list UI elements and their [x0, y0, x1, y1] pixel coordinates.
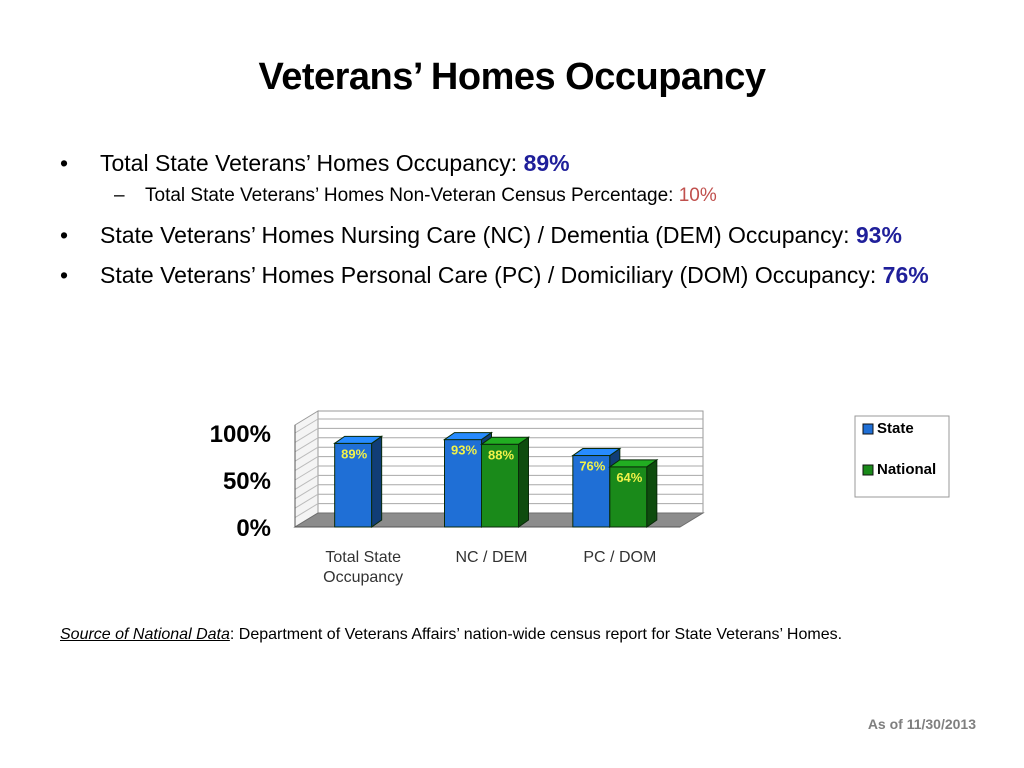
bar-top	[571, 448, 622, 457]
bar-national-3	[608, 458, 659, 528]
occupancy-chart: 100% 50% 0% 89% Total State Occupancy 93% 88% NC…	[180, 395, 960, 610]
sub-bullet-value: 10%	[678, 185, 717, 206]
bar-side	[646, 458, 658, 528]
bar-data-label: 89%	[341, 446, 367, 461]
x-tick-label: Total State	[325, 549, 401, 566]
x-tick-label: PC / DOM	[583, 549, 656, 566]
chart-gridline-side	[294, 484, 319, 500]
chart-gridline-side	[294, 446, 319, 462]
chart-gridline-side	[294, 503, 319, 519]
chart-gridline-side	[294, 456, 319, 472]
bullet-nc-dem-occupancy: • State Veterans’ Homes Nursing Care (NC…	[60, 218, 960, 252]
source-text: : Department of Veterans Affairs’ nation…	[229, 626, 843, 643]
bullet-list: • Total State Veterans’ Homes Occupancy:…	[60, 146, 960, 298]
bullet-value: 93%	[855, 222, 902, 248]
x-tick-label: NC / DEM	[456, 549, 528, 566]
bullet-text: State Veterans’ Homes Personal Care (PC)…	[100, 262, 877, 288]
as-of-date: As of 11/30/2013	[867, 716, 976, 732]
bullet-value: 89%	[523, 150, 570, 176]
bar-data-label: 64%	[616, 470, 642, 485]
legend-box	[854, 415, 950, 498]
bullet-text: State Veterans’ Homes Nursing Care (NC) …	[100, 222, 850, 248]
bullet-total-occupancy: • Total State Veterans’ Homes Occupancy:…	[60, 146, 960, 180]
y-tick-label: 0%	[236, 515, 271, 542]
bullet-text: Total State Veterans’ Homes Occupancy:	[100, 150, 518, 176]
bar-side	[518, 436, 529, 528]
y-tick-label: 100%	[210, 421, 271, 448]
sub-bullet-text: Total State Veterans’ Homes Non-Veteran …	[145, 185, 674, 206]
chart-gridline-side	[294, 493, 319, 509]
chart-gridline-side	[294, 437, 319, 453]
legend-swatch	[862, 423, 874, 435]
slide-title: Veterans’ Homes Occupancy	[258, 56, 766, 98]
bar-top	[608, 459, 659, 468]
bar-data-label: 76%	[579, 459, 605, 474]
chart-legend: State National	[854, 415, 950, 498]
bar-top	[333, 435, 384, 444]
source-label: Source of National Data	[60, 626, 230, 643]
bullet-marker: •	[60, 222, 69, 248]
chart-gridline-side	[294, 474, 319, 490]
chart-gridline-side	[294, 427, 319, 443]
legend-swatch	[862, 464, 874, 476]
bar-state-1	[333, 435, 384, 528]
sub-bullet-marker: –	[114, 185, 125, 206]
bar-front	[481, 443, 519, 528]
x-tick-label: Occupancy	[323, 569, 403, 586]
bar-top	[479, 436, 531, 445]
bar-front	[444, 439, 482, 528]
bar-front	[334, 442, 373, 528]
bar-data-label: 93%	[451, 443, 477, 458]
y-tick-label: 50%	[223, 468, 271, 495]
bullet-marker: •	[60, 262, 69, 288]
bar-national-2	[479, 436, 531, 528]
chart-gridline-side	[294, 418, 319, 434]
bar-top	[442, 432, 494, 441]
bar-side	[371, 435, 383, 528]
bar-data-label: 88%	[488, 447, 514, 462]
chart-gridline-side	[294, 465, 319, 481]
legend-label: State	[877, 420, 914, 437]
sub-bullet-non-veteran: – Total State Veterans’ Homes Non-Vetera…	[60, 182, 960, 210]
legend-label: National	[877, 461, 936, 478]
bullet-marker: •	[60, 150, 69, 176]
occupancy-chart-svg: 100% 50% 0% 89% Total State Occupancy 93% 88% NC…	[210, 410, 950, 586]
source-note: Source of National Data: Department of V…	[60, 626, 842, 644]
bullet-value: 76%	[882, 262, 929, 288]
bullet-pc-dom-occupancy: • State Veterans’ Homes Personal Care (P…	[60, 258, 960, 292]
